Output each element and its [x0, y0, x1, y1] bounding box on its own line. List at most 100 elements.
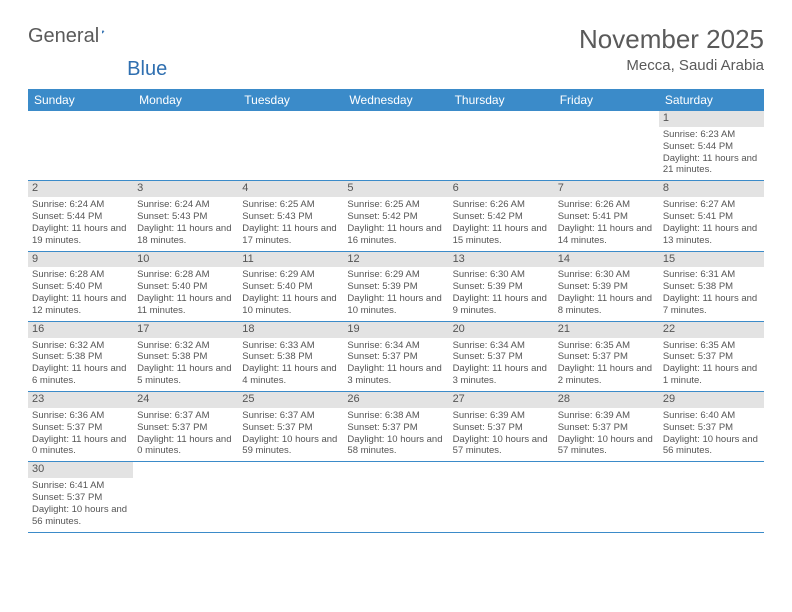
sunrise-line: Sunrise: 6:30 AM	[558, 269, 655, 281]
sunrise-line: Sunrise: 6:34 AM	[453, 340, 550, 352]
calendar-cell: 16 Sunrise: 6:32 AMSunset: 5:38 PMDayligh…	[28, 321, 133, 391]
sunset-line: Sunset: 5:44 PM	[663, 141, 760, 153]
weekday-header: Friday	[554, 89, 659, 111]
sunset-line: Sunset: 5:38 PM	[663, 281, 760, 293]
calendar-cell: 24Sunrise: 6:37 AMSunset: 5:37 PMDayligh…	[133, 392, 238, 462]
daylight-line: Daylight: 10 hours and 59 minutes.	[242, 434, 339, 458]
day-info: Sunrise: 6:24 AMSunset: 5:43 PMDaylight:…	[137, 199, 234, 247]
calendar-cell	[449, 462, 554, 532]
day-info: Sunrise: 6:41 AMSunset: 5:37 PMDaylight:…	[32, 480, 129, 528]
daylight-line: Daylight: 11 hours and 4 minutes.	[242, 363, 339, 387]
sunset-line: Sunset: 5:38 PM	[32, 351, 129, 363]
sunrise-line: Sunrise: 6:32 AM	[32, 340, 129, 352]
calendar-week-row: 2 Sunrise: 6:24 AMSunset: 5:44 PMDaylight…	[28, 181, 764, 251]
sunset-line: Sunset: 5:38 PM	[137, 351, 234, 363]
weekday-header: Sunday	[28, 89, 133, 111]
calendar-cell: 3Sunrise: 6:24 AMSunset: 5:43 PMDaylight…	[133, 181, 238, 251]
sunset-line: Sunset: 5:42 PM	[347, 211, 444, 223]
daylight-line: Daylight: 10 hours and 57 minutes.	[453, 434, 550, 458]
logo-flag-icon	[102, 24, 106, 40]
sunrise-line: Sunrise: 6:26 AM	[558, 199, 655, 211]
calendar-cell: 12Sunrise: 6:29 AMSunset: 5:39 PMDayligh…	[343, 251, 448, 321]
daylight-line: Daylight: 11 hours and 12 minutes.	[32, 293, 129, 317]
day-info: Sunrise: 6:25 AMSunset: 5:43 PMDaylight:…	[242, 199, 339, 247]
weekday-header-row: Sunday Monday Tuesday Wednesday Thursday…	[28, 89, 764, 111]
location: Mecca, Saudi Arabia	[579, 57, 764, 74]
empty-daynum	[343, 111, 448, 127]
sunset-line: Sunset: 5:40 PM	[242, 281, 339, 293]
calendar-cell: 2 Sunrise: 6:24 AMSunset: 5:44 PMDaylight…	[28, 181, 133, 251]
sunrise-line: Sunrise: 6:31 AM	[663, 269, 760, 281]
day-number: 8	[659, 181, 764, 197]
day-info: Sunrise: 6:24 AMSunset: 5:44 PMDaylight:…	[32, 199, 129, 247]
sunrise-line: Sunrise: 6:25 AM	[347, 199, 444, 211]
empty-daynum	[554, 111, 659, 127]
sunset-line: Sunset: 5:39 PM	[453, 281, 550, 293]
day-info: Sunrise: 6:26 AMSunset: 5:41 PMDaylight:…	[558, 199, 655, 247]
daylight-line: Daylight: 11 hours and 0 minutes.	[32, 434, 129, 458]
calendar-cell	[343, 111, 448, 181]
sunset-line: Sunset: 5:37 PM	[32, 492, 129, 504]
day-number: 23	[28, 392, 133, 408]
page-title: November 2025	[579, 24, 764, 55]
sunrise-line: Sunrise: 6:37 AM	[242, 410, 339, 422]
sunrise-line: Sunrise: 6:35 AM	[558, 340, 655, 352]
daylight-line: Daylight: 11 hours and 21 minutes.	[663, 153, 760, 177]
daylight-line: Daylight: 11 hours and 10 minutes.	[347, 293, 444, 317]
day-number: 12	[343, 252, 448, 268]
sunrise-line: Sunrise: 6:39 AM	[453, 410, 550, 422]
calendar-cell: 19Sunrise: 6:34 AMSunset: 5:37 PMDayligh…	[343, 321, 448, 391]
day-info: Sunrise: 6:30 AMSunset: 5:39 PMDaylight:…	[558, 269, 655, 317]
calendar-cell	[659, 462, 764, 532]
sunrise-line: Sunrise: 6:29 AM	[242, 269, 339, 281]
weekday-header: Thursday	[449, 89, 554, 111]
day-number: 16	[28, 322, 133, 338]
daylight-line: Daylight: 10 hours and 57 minutes.	[558, 434, 655, 458]
calendar-cell: 28Sunrise: 6:39 AMSunset: 5:37 PMDayligh…	[554, 392, 659, 462]
day-number: 13	[449, 252, 554, 268]
calendar-cell: 1Sunrise: 6:23 AMSunset: 5:44 PMDaylight…	[659, 111, 764, 181]
day-number: 24	[133, 392, 238, 408]
day-info: Sunrise: 6:34 AMSunset: 5:37 PMDaylight:…	[453, 340, 550, 388]
calendar-week-row: 9Sunrise: 6:28 AMSunset: 5:40 PMDaylight…	[28, 251, 764, 321]
calendar-week-row: 30Sunrise: 6:41 AMSunset: 5:37 PMDayligh…	[28, 462, 764, 532]
daylight-line: Daylight: 11 hours and 9 minutes.	[453, 293, 550, 317]
day-info: Sunrise: 6:33 AMSunset: 5:38 PMDaylight:…	[242, 340, 339, 388]
day-number: 28	[554, 392, 659, 408]
sunset-line: Sunset: 5:43 PM	[242, 211, 339, 223]
calendar-cell: 25 Sunrise: 6:37 AMSunset: 5:37 PMDayligh…	[238, 392, 343, 462]
calendar-cell: 29Sunrise: 6:40 AMSunset: 5:37 PMDayligh…	[659, 392, 764, 462]
daylight-line: Daylight: 11 hours and 14 minutes.	[558, 223, 655, 247]
calendar-cell: 7Sunrise: 6:26 AMSunset: 5:41 PMDaylight…	[554, 181, 659, 251]
sunset-line: Sunset: 5:37 PM	[347, 422, 444, 434]
sunrise-line: Sunrise: 6:36 AM	[32, 410, 129, 422]
day-number: 6	[449, 181, 554, 197]
day-number: 25	[238, 392, 343, 408]
sunset-line: Sunset: 5:37 PM	[453, 351, 550, 363]
day-number: 9	[28, 252, 133, 268]
day-number: 17	[133, 322, 238, 338]
daylight-line: Daylight: 11 hours and 6 minutes.	[32, 363, 129, 387]
calendar-cell: 18Sunrise: 6:33 AMSunset: 5:38 PMDayligh…	[238, 321, 343, 391]
day-info: Sunrise: 6:30 AMSunset: 5:39 PMDaylight:…	[453, 269, 550, 317]
sunset-line: Sunset: 5:37 PM	[242, 422, 339, 434]
calendar-cell: 17Sunrise: 6:32 AMSunset: 5:38 PMDayligh…	[133, 321, 238, 391]
sunset-line: Sunset: 5:37 PM	[558, 422, 655, 434]
sunset-line: Sunset: 5:37 PM	[347, 351, 444, 363]
sunset-line: Sunset: 5:43 PM	[137, 211, 234, 223]
sunset-line: Sunset: 5:44 PM	[32, 211, 129, 223]
sunrise-line: Sunrise: 6:25 AM	[242, 199, 339, 211]
day-number: 2	[28, 181, 133, 197]
day-info: Sunrise: 6:29 AMSunset: 5:40 PMDaylight:…	[242, 269, 339, 317]
weekday-header: Saturday	[659, 89, 764, 111]
calendar-week-row: 23Sunrise: 6:36 AMSunset: 5:37 PMDayligh…	[28, 392, 764, 462]
calendar-cell: 4Sunrise: 6:25 AMSunset: 5:43 PMDaylight…	[238, 181, 343, 251]
day-info: Sunrise: 6:29 AMSunset: 5:39 PMDaylight:…	[347, 269, 444, 317]
day-number: 20	[449, 322, 554, 338]
sunrise-line: Sunrise: 6:28 AM	[137, 269, 234, 281]
day-info: Sunrise: 6:28 AMSunset: 5:40 PMDaylight:…	[32, 269, 129, 317]
sunset-line: Sunset: 5:37 PM	[663, 351, 760, 363]
day-number: 15	[659, 252, 764, 268]
sunrise-line: Sunrise: 6:34 AM	[347, 340, 444, 352]
day-info: Sunrise: 6:37 AMSunset: 5:37 PMDaylight:…	[242, 410, 339, 458]
